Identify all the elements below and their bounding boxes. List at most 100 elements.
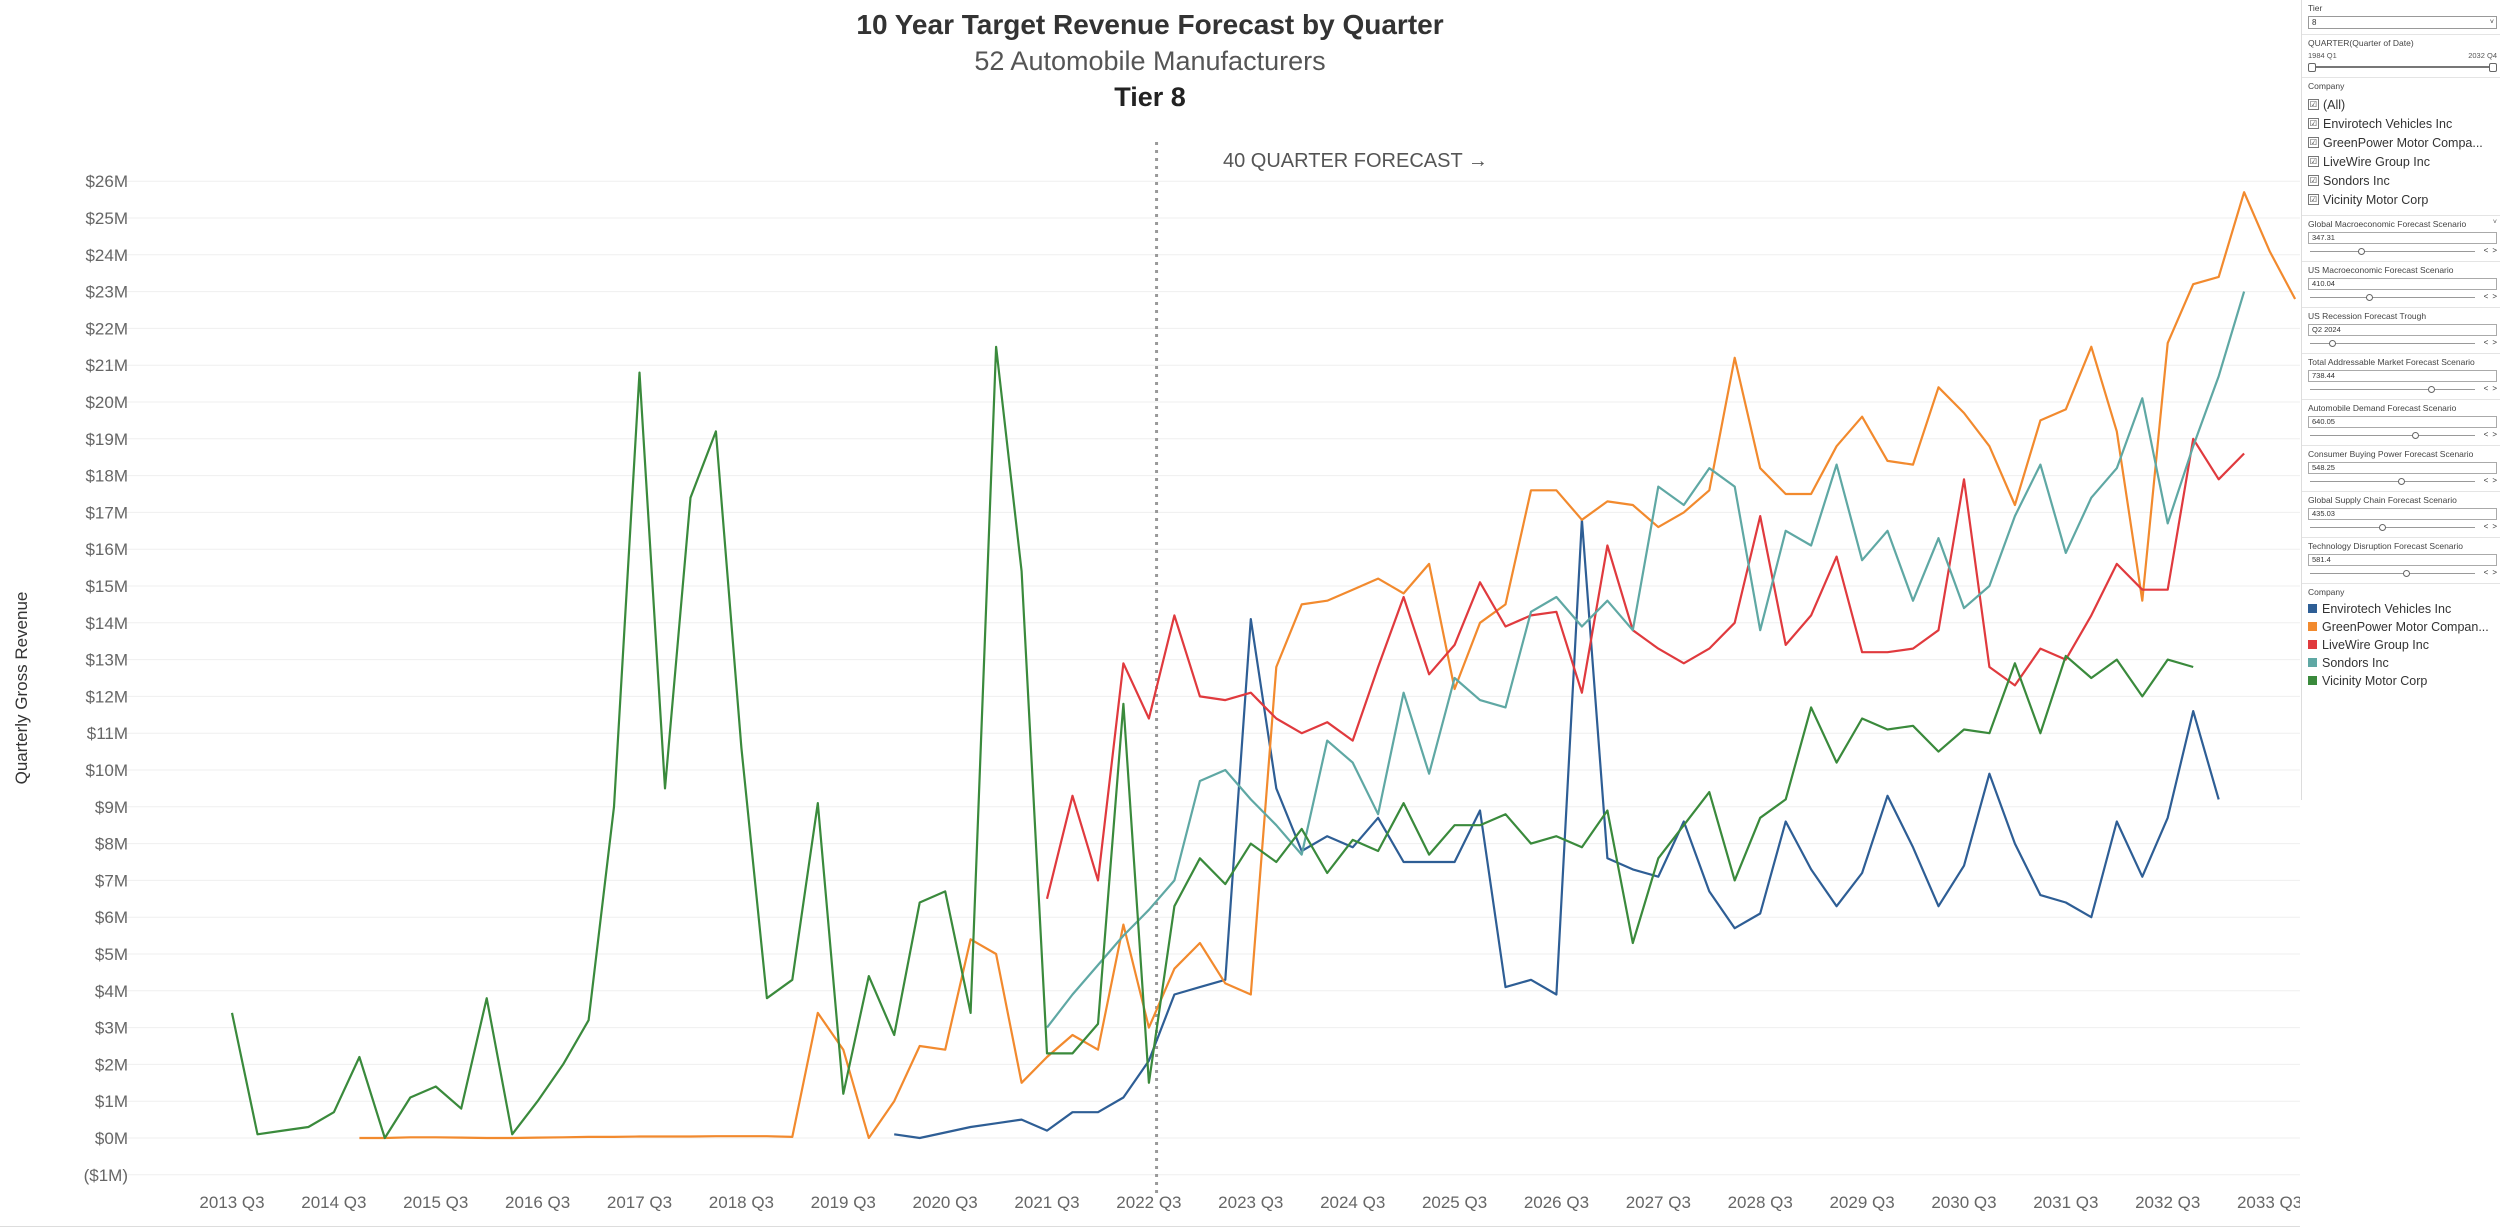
company-checkbox-item[interactable]: ☑ Envirotech Vehicles Inc	[2308, 115, 2497, 134]
series-line-livewire-group-inc[interactable]	[1045, 437, 2245, 900]
y-axis-ticks: ($1M) $0M $1M $2M $3M $4M $5M $6M $7M $8M $9M $10M $…	[84, 172, 128, 1185]
x-tick-label: 2027 Q3	[1626, 1193, 1691, 1212]
parameter-value-input[interactable]: 548.25	[2308, 462, 2497, 474]
step-right-icon[interactable]: >	[2492, 246, 2497, 255]
parameter-value-input[interactable]: 435.03	[2308, 508, 2497, 520]
y-tick-label: $17M	[85, 503, 128, 522]
parameter-slider[interactable]: < >	[2308, 246, 2497, 256]
company-checkbox-label: (All)	[2323, 98, 2346, 112]
legend-item[interactable]: Sondors Inc	[2308, 654, 2497, 672]
parameter-value-input[interactable]: 581.4	[2308, 554, 2497, 566]
checkbox-checked-icon[interactable]: ☑	[2308, 175, 2319, 187]
checkbox-checked-icon[interactable]: ☑	[2308, 99, 2319, 111]
x-tick-label: 2023 Q3	[1218, 1193, 1283, 1212]
tier-heading: Tier 8	[1114, 82, 1186, 112]
parameter-slider[interactable]: < >	[2308, 338, 2497, 348]
slider-track	[2310, 297, 2475, 298]
step-left-icon[interactable]: <	[2483, 246, 2489, 255]
step-left-icon[interactable]: <	[2483, 292, 2489, 301]
slider-track	[2310, 527, 2475, 528]
slider-handle[interactable]	[2398, 478, 2405, 485]
legend-item[interactable]: Envirotech Vehicles Inc	[2308, 600, 2497, 618]
chevron-down-icon[interactable]: ˅	[2492, 219, 2497, 226]
company-checkbox-item[interactable]: ☑ LiveWire Group Inc	[2308, 153, 2497, 172]
series-line-envirotech-vehicles-inc[interactable]	[894, 518, 2220, 1140]
range-end-handle[interactable]	[2489, 63, 2497, 72]
tier-filter-title: Tier	[2308, 3, 2323, 13]
tier-filter: Tier 8 ˅	[2302, 0, 2500, 35]
company-checkbox-item[interactable]: ☑ (All)	[2308, 96, 2497, 115]
checkbox-checked-icon[interactable]: ☑	[2308, 194, 2319, 206]
y-tick-label: $22M	[85, 319, 128, 338]
slider-handle[interactable]	[2366, 294, 2373, 301]
step-right-icon[interactable]: >	[2492, 568, 2497, 577]
parameter-slider[interactable]: < >	[2308, 476, 2497, 486]
step-left-icon[interactable]: <	[2483, 338, 2489, 347]
slider-handle[interactable]	[2378, 524, 2386, 531]
slider-handle[interactable]	[2358, 248, 2365, 255]
step-right-icon[interactable]: >	[2492, 522, 2497, 531]
step-right-icon[interactable]: >	[2492, 292, 2497, 301]
parameter-value-input[interactable]: 410.04	[2308, 278, 2497, 290]
step-left-icon[interactable]: <	[2483, 430, 2489, 439]
slider-handle[interactable]	[2412, 432, 2420, 439]
parameter-value-input[interactable]: 347.31	[2308, 232, 2497, 244]
slider-handle[interactable]	[2402, 570, 2410, 577]
parameter-slider[interactable]: < >	[2308, 430, 2497, 440]
quarter-filter-title: QUARTER(Quarter of Date)	[2308, 38, 2414, 48]
step-right-icon[interactable]: >	[2492, 430, 2497, 439]
slider-track	[2310, 573, 2475, 574]
checkbox-checked-icon[interactable]: ☑	[2308, 118, 2319, 130]
slider-track	[2310, 251, 2475, 252]
gridlines	[100, 180, 2300, 1176]
step-left-icon[interactable]: <	[2483, 568, 2489, 577]
parameter-control: Technology Disruption Forecast Scenario 5…	[2302, 538, 2500, 584]
parameter-value-input[interactable]: 738.44	[2308, 370, 2497, 382]
slider-handle[interactable]	[2329, 340, 2337, 347]
company-checkbox-item[interactable]: ☑ GreenPower Motor Compa...	[2308, 134, 2497, 153]
y-axis-title: Quarterly Gross Revenue	[12, 592, 31, 785]
y-tick-label: $0M	[95, 1129, 128, 1148]
parameter-slider[interactable]: < >	[2308, 384, 2497, 394]
company-checkbox-item[interactable]: ☑ Sondors Inc	[2308, 172, 2497, 191]
parameter-title: Global Supply Chain Forecast Scenario	[2308, 495, 2457, 505]
step-left-icon[interactable]: <	[2483, 476, 2489, 485]
step-left-icon[interactable]: <	[2483, 522, 2489, 531]
x-tick-label: 2016 Q3	[505, 1193, 570, 1212]
legend-title: Company	[2308, 587, 2345, 597]
chart-title: 10 Year Target Revenue Forecast by Quart…	[856, 9, 1443, 40]
step-right-icon[interactable]: >	[2492, 476, 2497, 485]
legend-label: Vicinity Motor Corp	[2322, 674, 2428, 688]
company-checkbox-label: GreenPower Motor Compa...	[2323, 136, 2483, 150]
x-tick-label: 2030 Q3	[1931, 1193, 1996, 1212]
parameter-slider[interactable]: < >	[2308, 292, 2497, 302]
step-left-icon[interactable]: <	[2483, 384, 2489, 393]
legend-item[interactable]: GreenPower Motor Compan...	[2308, 618, 2497, 636]
tier-select[interactable]: 8 ˅	[2308, 16, 2497, 29]
parameter-value-input[interactable]: Q2 2024	[2308, 324, 2497, 336]
series-line-sondors-inc[interactable]	[1046, 291, 2246, 1029]
step-right-icon[interactable]: >	[2492, 338, 2497, 347]
series-line-greenpower-motor-company-inc[interactable]	[359, 191, 2297, 1140]
company-checkbox-item[interactable]: ☑ Vicinity Motor Corp	[2308, 191, 2497, 210]
step-right-icon[interactable]: >	[2492, 384, 2497, 393]
legend-label: GreenPower Motor Compan...	[2322, 620, 2489, 634]
company-checkbox-label: Vicinity Motor Corp	[2323, 193, 2429, 207]
tier-select-value: 8	[2312, 18, 2317, 27]
parameter-slider[interactable]: < >	[2308, 522, 2497, 532]
legend-item[interactable]: Vicinity Motor Corp	[2308, 672, 2497, 690]
y-tick-label: $14M	[85, 614, 128, 633]
parameter-slider[interactable]: < >	[2308, 568, 2497, 578]
quarter-range-slider[interactable]	[2308, 62, 2497, 72]
parameter-value-input[interactable]: 640.05	[2308, 416, 2497, 428]
series-line-vicinity-motor-corp[interactable]	[230, 345, 2194, 1140]
parameter-control: Automobile Demand Forecast Scenario 640.0…	[2302, 400, 2500, 446]
slider-handle[interactable]	[2428, 386, 2436, 393]
company-checkbox-label: LiveWire Group Inc	[2323, 155, 2430, 169]
range-start-handle[interactable]	[2308, 63, 2316, 72]
parameter-control: Consumer Buying Power Forecast Scenario 5…	[2302, 446, 2500, 492]
chart-subtitle: 52 Automobile Manufacturers	[974, 46, 1325, 76]
checkbox-checked-icon[interactable]: ☑	[2308, 137, 2319, 149]
checkbox-checked-icon[interactable]: ☑	[2308, 156, 2319, 168]
legend-item[interactable]: LiveWire Group Inc	[2308, 636, 2497, 654]
